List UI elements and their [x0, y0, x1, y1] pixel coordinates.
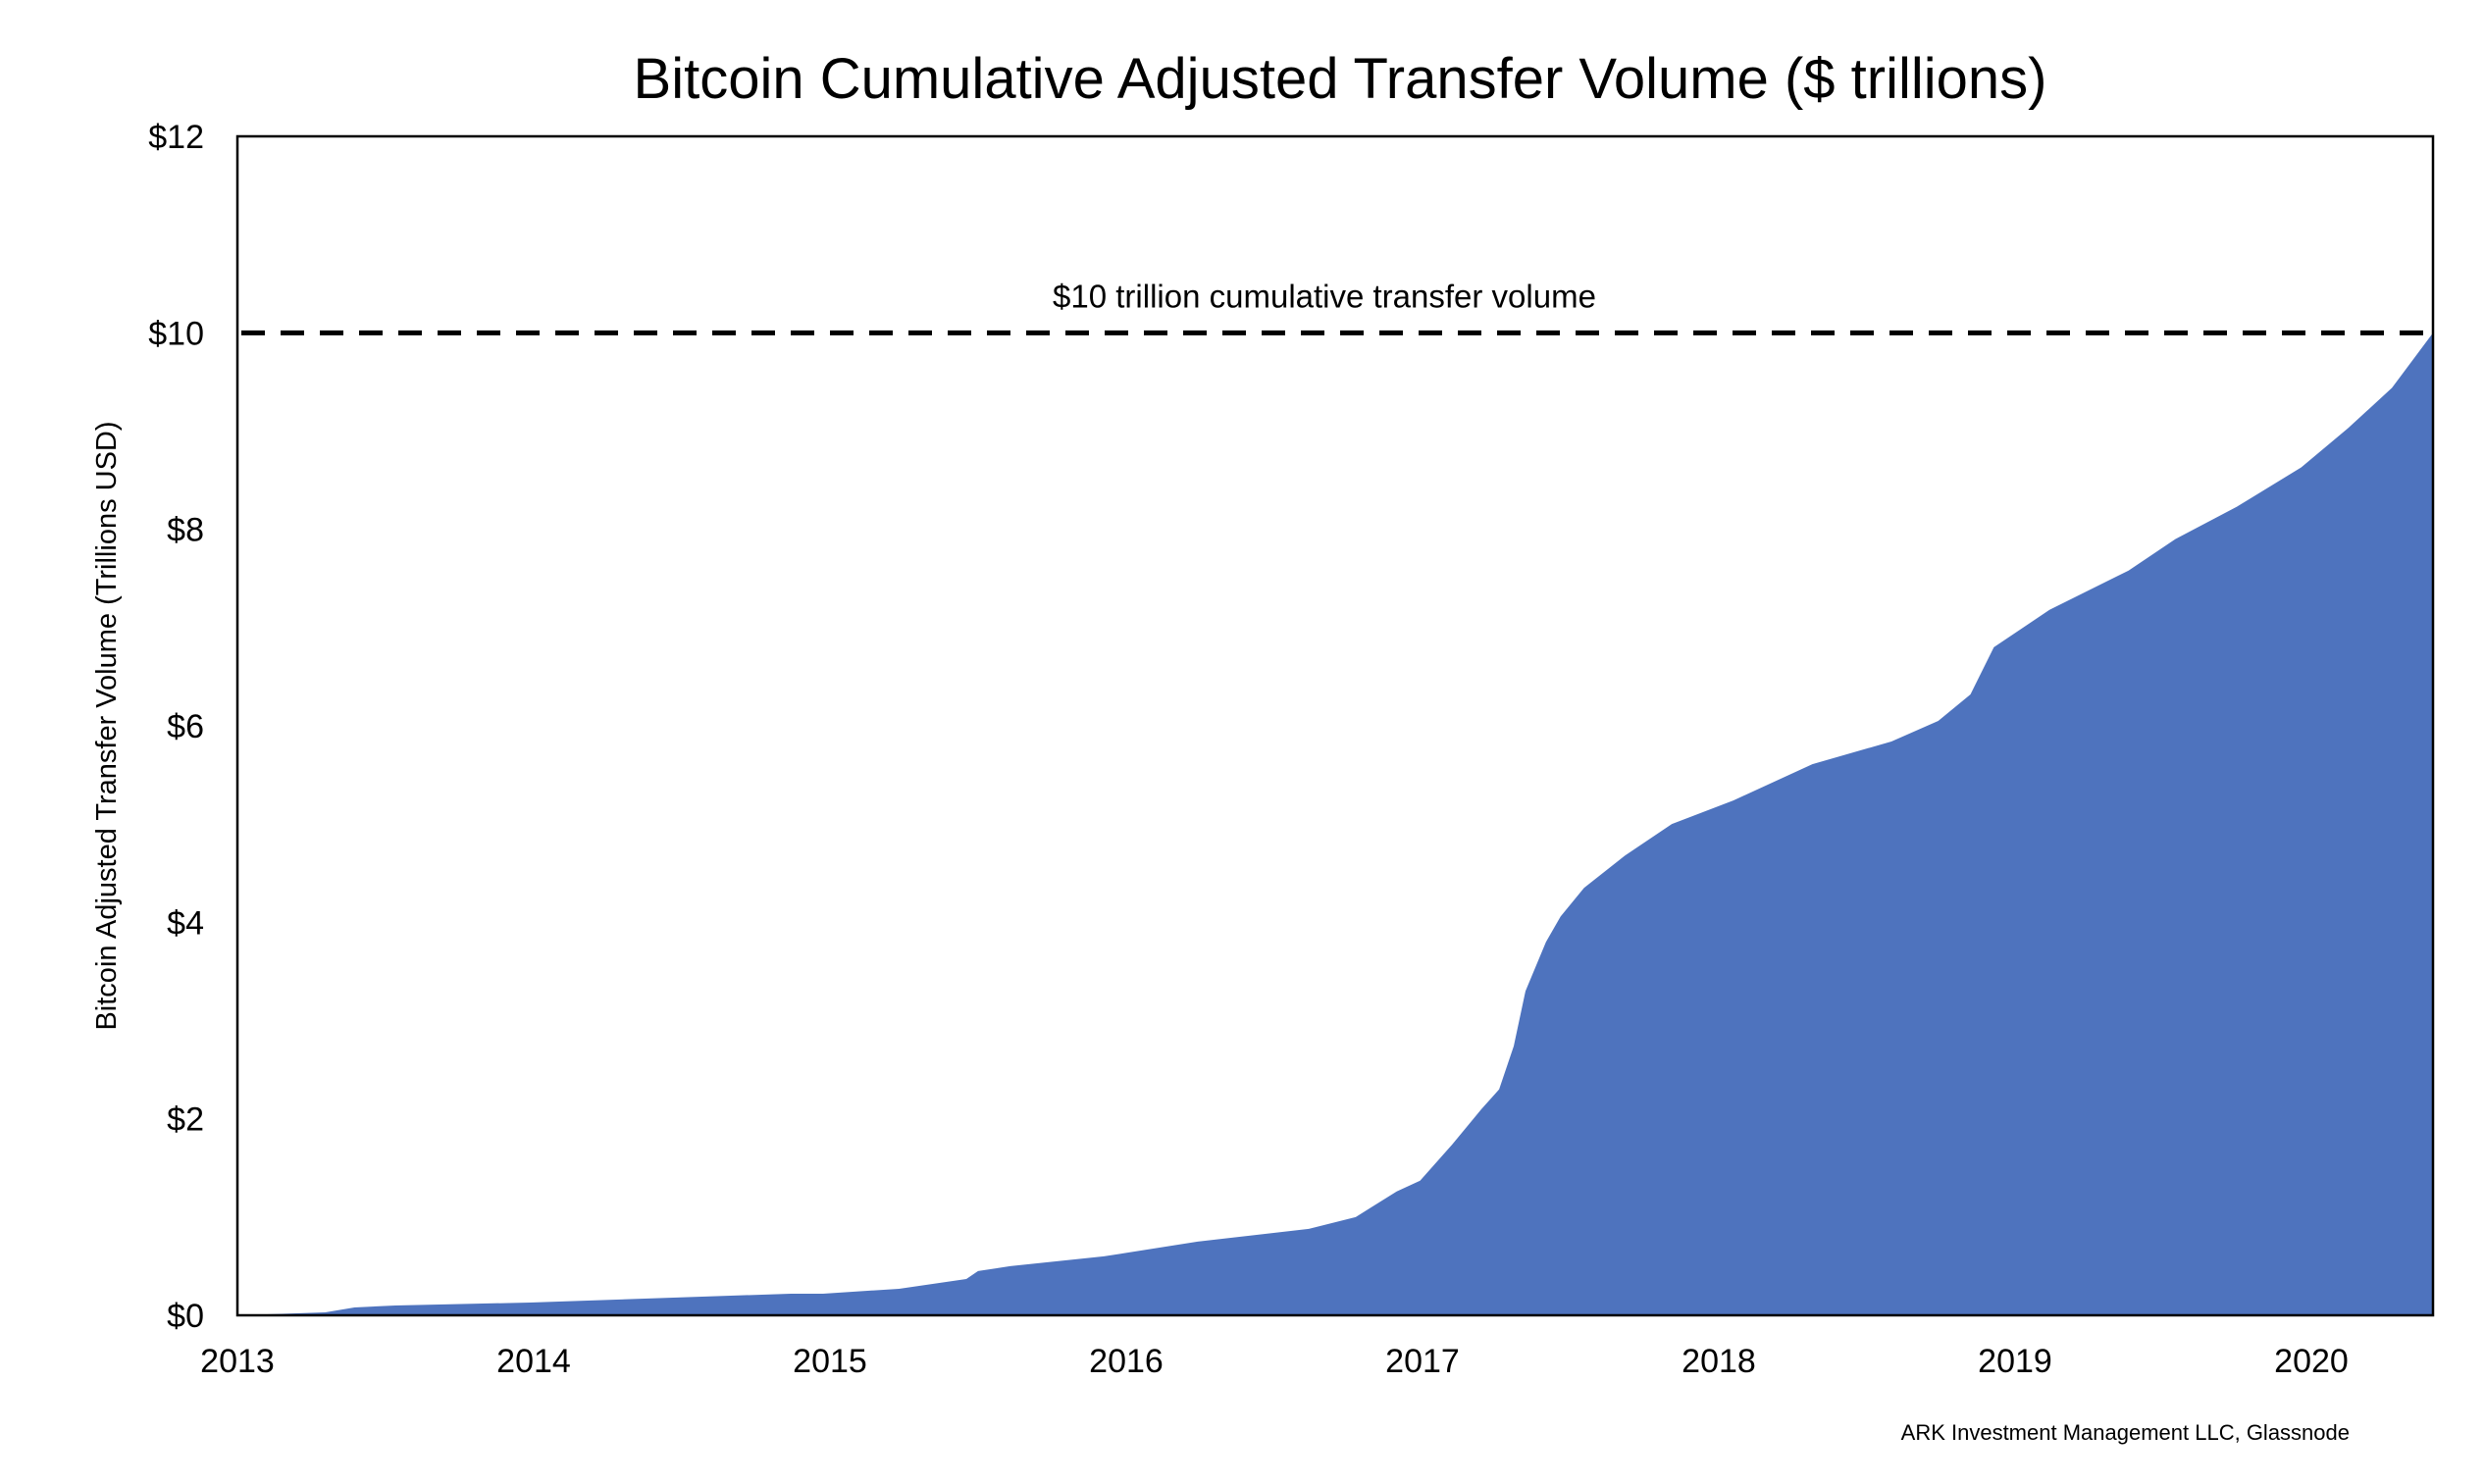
- area-series: [237, 333, 2433, 1315]
- y-tick-label: $0: [167, 1298, 204, 1335]
- x-tick-label: 2018: [1682, 1343, 1756, 1380]
- reference-line-label: $10 trillion cumulative transfer volume: [1053, 278, 1596, 314]
- y-tick-label: $12: [148, 119, 204, 156]
- y-tick-label: $4: [167, 904, 204, 942]
- y-tick-label: $6: [167, 708, 204, 745]
- y-tick-label: $8: [167, 512, 204, 549]
- x-tick-label: 2015: [793, 1343, 867, 1380]
- x-tick-label: 2014: [496, 1343, 571, 1380]
- x-tick-label: 2013: [200, 1343, 275, 1380]
- y-tick-label: $10: [148, 315, 204, 352]
- x-tick-label: 2019: [1978, 1343, 2052, 1380]
- x-tick-label: 2016: [1089, 1343, 1164, 1380]
- y-axis-label: Bitcoin Adjusted Transfer Volume (Trilli…: [91, 421, 123, 1030]
- y-tick-label: $2: [167, 1101, 204, 1139]
- source-note: ARK Investment Management LLC, Glassnode: [1901, 1420, 2350, 1445]
- x-tick-label: 2017: [1385, 1343, 1460, 1380]
- x-tick-label: 2020: [2274, 1343, 2349, 1380]
- plot-frame: [235, 134, 2435, 1317]
- chart-title: Bitcoin Cumulative Adjusted Transfer Vol…: [634, 47, 2047, 111]
